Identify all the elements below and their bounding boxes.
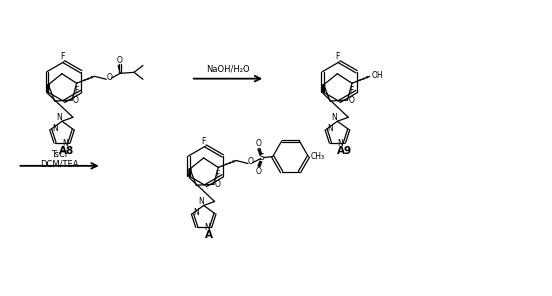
Text: F: F — [201, 136, 206, 146]
Text: O: O — [248, 157, 254, 166]
Text: A: A — [205, 230, 213, 240]
Text: O: O — [348, 96, 354, 104]
Text: F: F — [335, 52, 339, 61]
Text: N: N — [332, 113, 337, 122]
Text: S: S — [258, 153, 264, 162]
Text: F: F — [349, 86, 354, 95]
Polygon shape — [189, 169, 191, 178]
Text: N: N — [193, 208, 199, 217]
Text: O: O — [73, 96, 79, 104]
Text: O: O — [215, 180, 221, 189]
Text: A8: A8 — [60, 146, 75, 156]
Polygon shape — [47, 85, 50, 94]
Text: O: O — [107, 73, 112, 82]
Text: N: N — [52, 124, 57, 133]
Text: OH: OH — [372, 71, 384, 80]
Text: N: N — [56, 113, 62, 122]
Text: N: N — [62, 139, 68, 148]
Polygon shape — [323, 85, 325, 94]
Text: DCM/TEA: DCM/TEA — [40, 159, 79, 168]
Text: O: O — [116, 56, 122, 65]
Text: CH₃: CH₃ — [310, 152, 325, 161]
Text: O: O — [256, 167, 262, 176]
Text: N: N — [327, 124, 333, 133]
Text: F: F — [60, 52, 64, 61]
Text: NaOH/H₂O: NaOH/H₂O — [206, 64, 250, 73]
Text: N: N — [204, 223, 210, 232]
Text: O: O — [256, 139, 262, 148]
Text: F: F — [216, 170, 220, 179]
Text: F: F — [74, 86, 78, 95]
Text: TsCl: TsCl — [51, 150, 68, 160]
Text: A9: A9 — [337, 146, 352, 156]
Text: N: N — [338, 139, 343, 148]
Text: N: N — [198, 197, 204, 206]
